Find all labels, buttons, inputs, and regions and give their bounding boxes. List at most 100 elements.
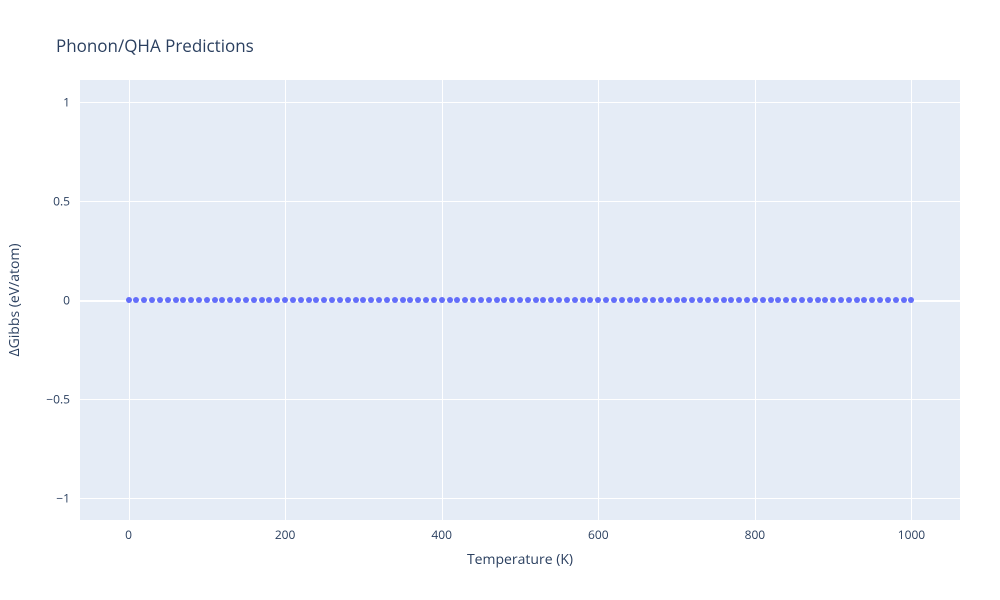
data-point[interactable] [525, 297, 531, 303]
data-point[interactable] [353, 297, 359, 303]
data-point[interactable] [619, 297, 625, 303]
data-point[interactable] [658, 297, 664, 303]
data-point[interactable] [173, 297, 179, 303]
data-point[interactable] [439, 297, 445, 303]
data-point[interactable] [540, 297, 546, 303]
data-point[interactable] [572, 297, 578, 303]
data-point[interactable] [587, 297, 593, 303]
data-point[interactable] [822, 297, 828, 303]
data-point[interactable] [705, 297, 711, 303]
data-point[interactable] [634, 297, 640, 303]
data-point[interactable] [603, 297, 609, 303]
data-point[interactable] [282, 297, 288, 303]
data-point[interactable] [274, 297, 280, 303]
data-point[interactable] [431, 297, 437, 303]
data-point[interactable] [384, 297, 390, 303]
data-point[interactable] [869, 297, 875, 303]
data-point[interactable] [517, 297, 523, 303]
data-point[interactable] [423, 297, 429, 303]
data-point[interactable] [728, 297, 734, 303]
data-point[interactable] [251, 297, 257, 303]
data-point[interactable] [799, 297, 805, 303]
data-point[interactable] [345, 297, 351, 303]
data-point[interactable] [149, 297, 155, 303]
data-point[interactable] [838, 297, 844, 303]
data-point[interactable] [243, 297, 249, 303]
data-point[interactable] [830, 297, 836, 303]
data-point[interactable] [783, 297, 789, 303]
data-point[interactable] [893, 297, 899, 303]
data-point[interactable] [266, 297, 272, 303]
data-point[interactable] [548, 297, 554, 303]
data-point[interactable] [235, 297, 241, 303]
data-point[interactable] [501, 297, 507, 303]
data-point[interactable] [165, 297, 171, 303]
data-point[interactable] [188, 297, 194, 303]
data-point[interactable] [376, 297, 382, 303]
data-point[interactable] [329, 297, 335, 303]
data-point[interactable] [415, 297, 421, 303]
data-point[interactable] [627, 297, 633, 303]
data-point[interactable] [901, 297, 907, 303]
data-point[interactable] [807, 297, 813, 303]
plot-area[interactable] [80, 80, 960, 520]
data-point[interactable] [306, 297, 312, 303]
data-point[interactable] [321, 297, 327, 303]
data-point[interactable] [595, 297, 601, 303]
data-point[interactable] [454, 297, 460, 303]
data-point[interactable] [533, 297, 539, 303]
data-point[interactable] [666, 297, 672, 303]
data-point[interactable] [290, 297, 296, 303]
data-point[interactable] [854, 297, 860, 303]
data-point[interactable] [486, 297, 492, 303]
data-point[interactable] [392, 297, 398, 303]
data-point[interactable] [650, 297, 656, 303]
data-point[interactable] [368, 297, 374, 303]
data-point[interactable] [775, 297, 781, 303]
data-point[interactable] [447, 297, 453, 303]
data-point[interactable] [580, 297, 586, 303]
data-point[interactable] [180, 297, 186, 303]
data-point[interactable] [681, 297, 687, 303]
data-point[interactable] [713, 297, 719, 303]
data-point[interactable] [846, 297, 852, 303]
data-point[interactable] [141, 297, 147, 303]
data-point[interactable] [212, 297, 218, 303]
data-point[interactable] [721, 297, 727, 303]
data-point[interactable] [791, 297, 797, 303]
data-point[interactable] [470, 297, 476, 303]
data-point[interactable] [509, 297, 515, 303]
data-point[interactable] [736, 297, 742, 303]
data-point[interactable] [259, 297, 265, 303]
data-point[interactable] [360, 297, 366, 303]
data-point[interactable] [760, 297, 766, 303]
data-point[interactable] [908, 297, 914, 303]
data-point[interactable] [697, 297, 703, 303]
data-point[interactable] [877, 297, 883, 303]
data-point[interactable] [337, 297, 343, 303]
data-point[interactable] [752, 297, 758, 303]
data-point[interactable] [133, 297, 139, 303]
data-point[interactable] [564, 297, 570, 303]
data-point[interactable] [126, 297, 132, 303]
data-point[interactable] [815, 297, 821, 303]
data-point[interactable] [611, 297, 617, 303]
data-point[interactable] [400, 297, 406, 303]
data-point[interactable] [642, 297, 648, 303]
data-point[interactable] [556, 297, 562, 303]
data-point[interactable] [407, 297, 413, 303]
data-point[interactable] [768, 297, 774, 303]
data-point[interactable] [689, 297, 695, 303]
data-point[interactable] [227, 297, 233, 303]
data-point[interactable] [674, 297, 680, 303]
data-point[interactable] [744, 297, 750, 303]
data-point[interactable] [885, 297, 891, 303]
data-point[interactable] [313, 297, 319, 303]
data-point[interactable] [157, 297, 163, 303]
data-point[interactable] [861, 297, 867, 303]
data-point[interactable] [204, 297, 210, 303]
data-point[interactable] [196, 297, 202, 303]
data-point[interactable] [219, 297, 225, 303]
data-point[interactable] [298, 297, 304, 303]
data-point[interactable] [462, 297, 468, 303]
